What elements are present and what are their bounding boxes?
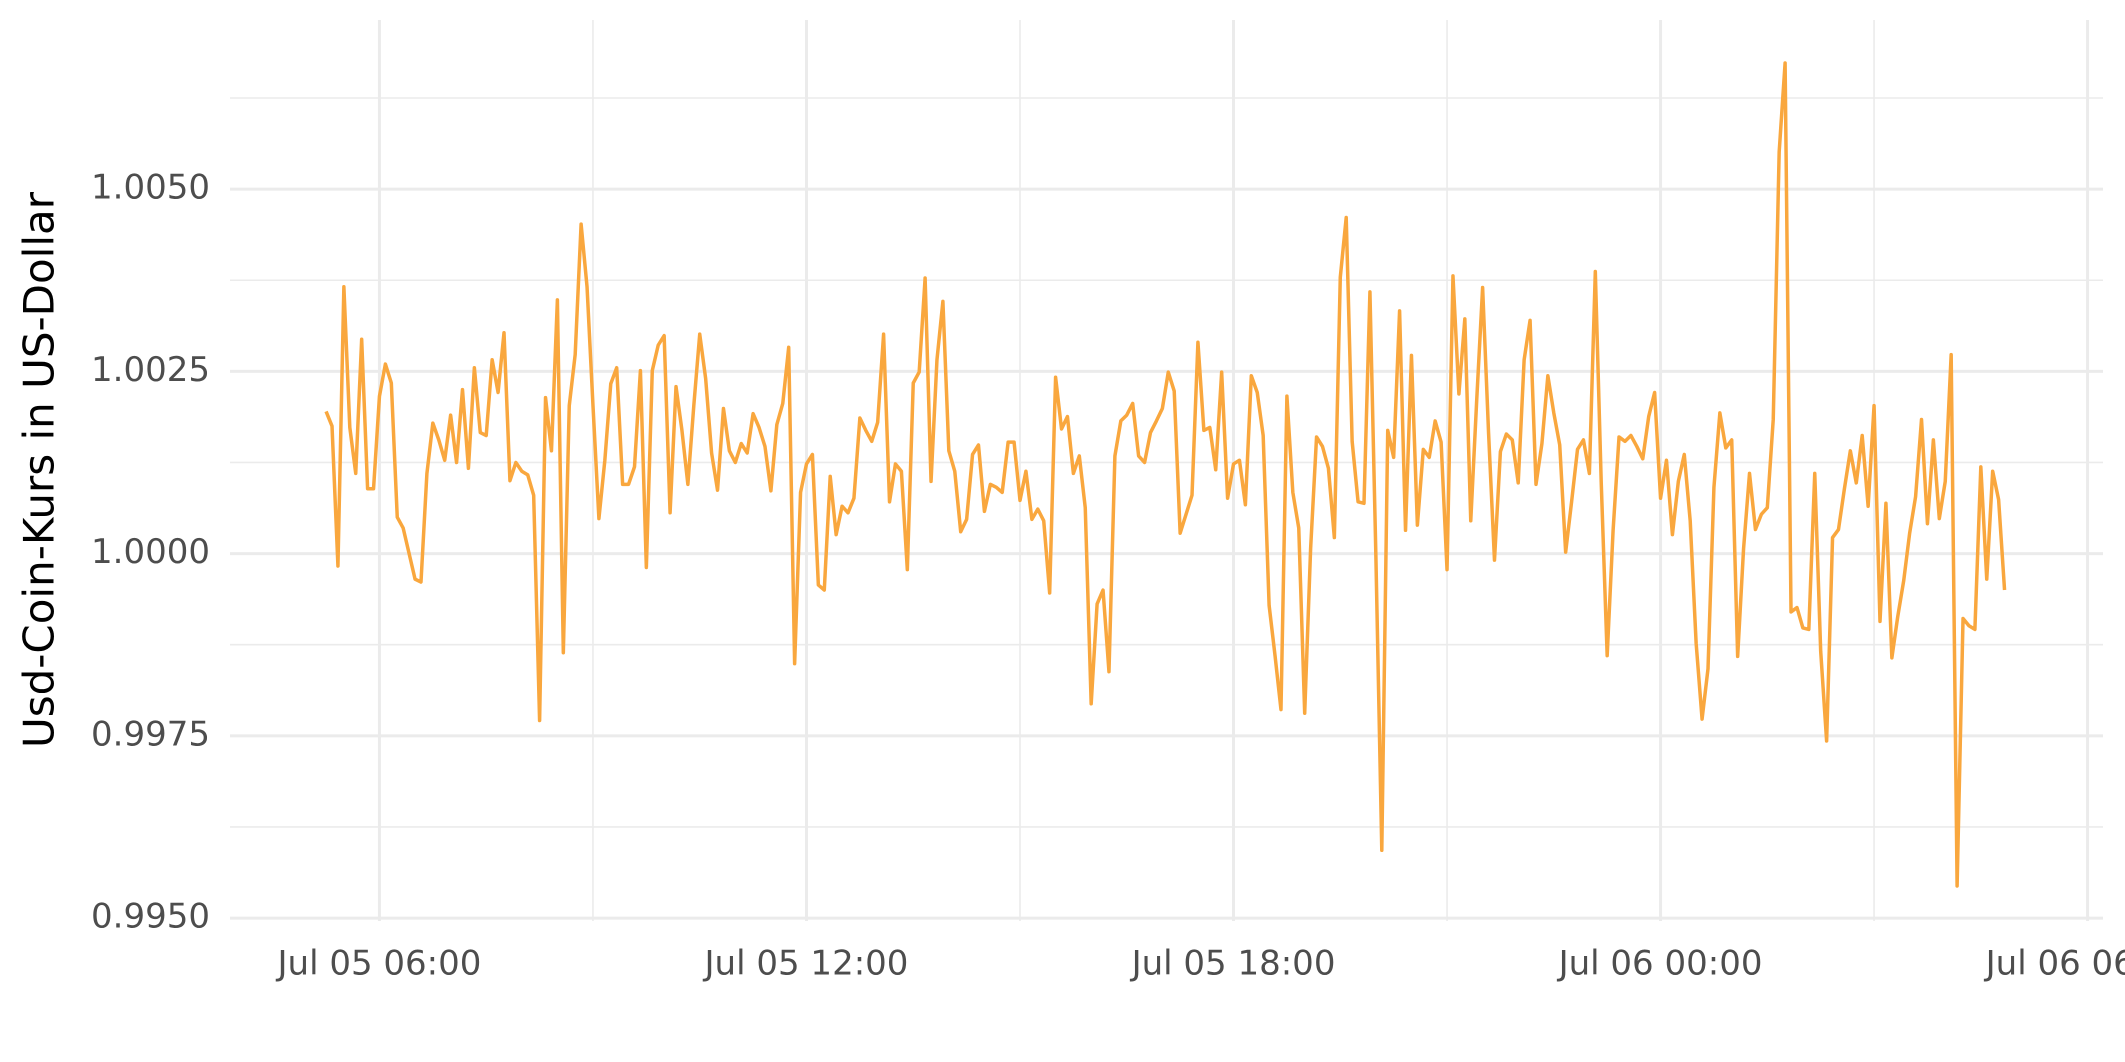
- y-tick-label: 1.0025: [91, 350, 210, 390]
- x-tick-label: Jul 06 06:00: [1984, 944, 2125, 984]
- x-tick-label: Jul 05 18:00: [1130, 944, 1336, 984]
- y-tick-label: 1.0050: [91, 168, 210, 208]
- y-tick-label: 0.9950: [91, 897, 210, 937]
- x-tick-label: Jul 06 00:00: [1557, 944, 1763, 984]
- y-axis-label: Usd-Coin-Kurs in US-Dollar: [15, 191, 64, 748]
- plot-area: [324, 61, 2007, 888]
- y-tick-label: 0.9975: [91, 714, 210, 754]
- x-tick-label: Jul 05 06:00: [276, 944, 482, 984]
- x-tick-label: Jul 05 12:00: [703, 944, 909, 984]
- price-line: [324, 61, 2007, 888]
- y-tick-label: 1.0000: [91, 532, 210, 572]
